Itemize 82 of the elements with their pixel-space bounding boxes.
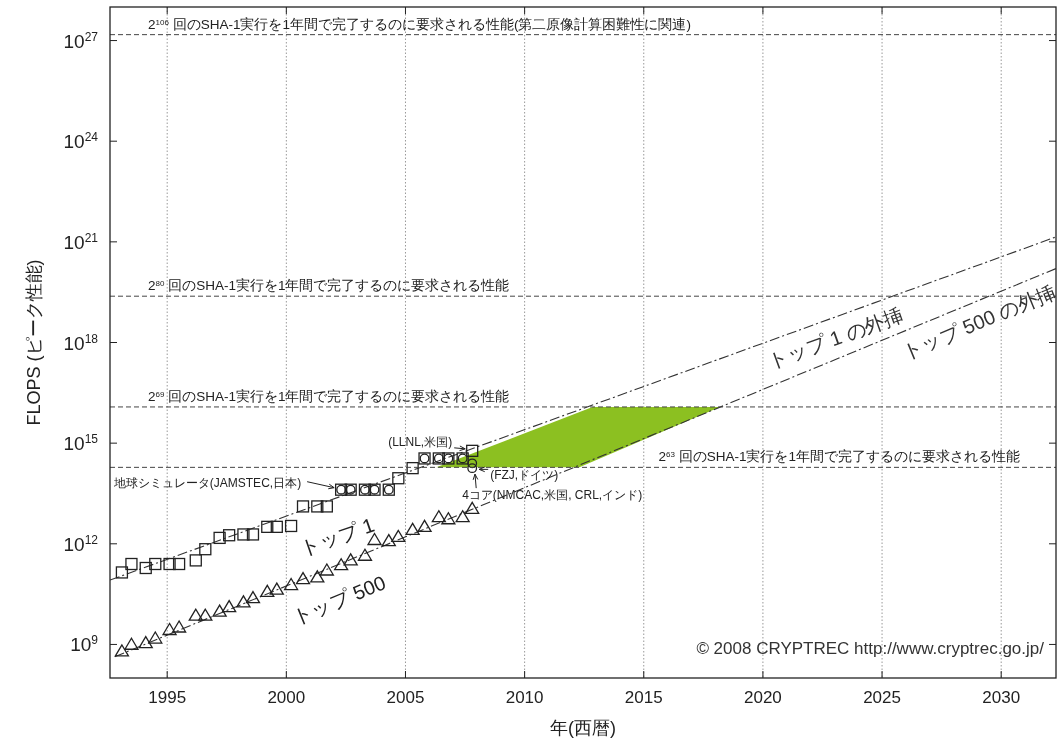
annotation: (LLNL,米国) <box>388 434 453 449</box>
point <box>114 644 130 657</box>
point <box>381 533 396 547</box>
point <box>295 571 311 585</box>
point <box>320 500 333 513</box>
annotation: © 2008 CRYPTREC http://www.cryptrec.go.jp/ <box>696 639 1045 658</box>
point <box>333 558 349 571</box>
point <box>270 520 283 533</box>
point <box>213 531 226 545</box>
point <box>310 570 325 583</box>
annotation: 4コア(NMCAC,米国, CRL,インド) <box>462 488 643 503</box>
point <box>139 561 152 575</box>
x-tick-label: 2025 <box>863 688 901 707</box>
ref-line-label: 2$^{80}$ 回のSHA-1実行を1年間で完了するのに要求される性能 <box>148 278 510 294</box>
point <box>357 548 373 561</box>
point <box>222 529 236 542</box>
point <box>199 543 212 556</box>
point <box>171 620 187 633</box>
point <box>261 520 274 533</box>
point <box>431 510 446 523</box>
point <box>367 532 382 546</box>
point <box>296 500 310 513</box>
point <box>188 608 203 621</box>
text: トップ 1 の外挿 <box>765 303 907 373</box>
point <box>237 528 250 541</box>
ref-line-label: 2$^{69}$ 回のSHA-1実行を1年間で完了するのに要求される性能 <box>148 388 510 404</box>
point <box>149 557 162 571</box>
y-tick-label: 10$^{24}$ <box>63 130 99 153</box>
point <box>466 444 479 457</box>
point <box>455 510 470 523</box>
point <box>246 528 260 541</box>
point <box>212 604 227 617</box>
y-axis-title: FLOPS (ピーク性能) <box>24 259 44 426</box>
point <box>198 608 213 621</box>
point <box>465 501 480 515</box>
x-tick-label: 2020 <box>743 688 782 707</box>
point <box>163 557 176 571</box>
x-tick-label: 2000 <box>267 688 306 707</box>
point <box>115 566 129 579</box>
point <box>283 577 299 591</box>
point <box>138 635 153 649</box>
x-axis-title: 年(西暦) <box>550 718 616 738</box>
x-tick-label: 2005 <box>386 688 425 707</box>
point <box>441 512 456 525</box>
y-tick-label: 10$^{12}$ <box>63 532 99 555</box>
point <box>260 584 275 597</box>
point <box>391 529 406 543</box>
point <box>124 637 139 650</box>
y-tick-label: 10$^{15}$ <box>63 432 99 455</box>
point <box>125 557 138 571</box>
point <box>162 622 177 636</box>
text: トップ 500 <box>288 571 389 629</box>
text: トップ 1 <box>297 513 378 560</box>
point <box>172 557 186 571</box>
point <box>148 631 163 644</box>
y-tick-label: 10$^{9}$ <box>70 633 99 656</box>
annotation: 地球シミュレータ(JAMSTEC,日本) <box>112 475 302 490</box>
point <box>392 472 405 485</box>
point <box>269 582 284 595</box>
point <box>189 554 202 567</box>
point <box>417 519 432 532</box>
point <box>221 599 237 613</box>
point <box>311 500 324 513</box>
ref-line-label: 2$^{63}$ 回のSHA-1実行を1年間で完了するのに要求される性能 <box>658 449 1020 465</box>
point <box>405 522 420 536</box>
y-tick-label: 10$^{18}$ <box>63 331 99 354</box>
point <box>406 461 419 475</box>
y-tick-label: 10$^{21}$ <box>63 230 99 253</box>
ref-line-label: 2$^{106}$ 回のSHA-1実行を1年間で完了するのに要求される性能(第二原像計算困難性に関連) <box>148 16 691 32</box>
x-tick-label: 1995 <box>148 688 187 707</box>
x-tick-label: 2030 <box>982 688 1021 707</box>
point <box>245 590 261 604</box>
y-tick-label: 10$^{27}$ <box>63 29 99 52</box>
point <box>467 463 478 474</box>
x-tick-label: 2010 <box>505 688 544 707</box>
x-tick-label: 2015 <box>624 688 663 707</box>
point <box>284 519 298 533</box>
point <box>343 553 358 566</box>
point <box>319 563 334 576</box>
point <box>236 595 251 608</box>
annotation: (FZJ,ドイツ) <box>490 468 559 483</box>
point <box>467 458 478 469</box>
